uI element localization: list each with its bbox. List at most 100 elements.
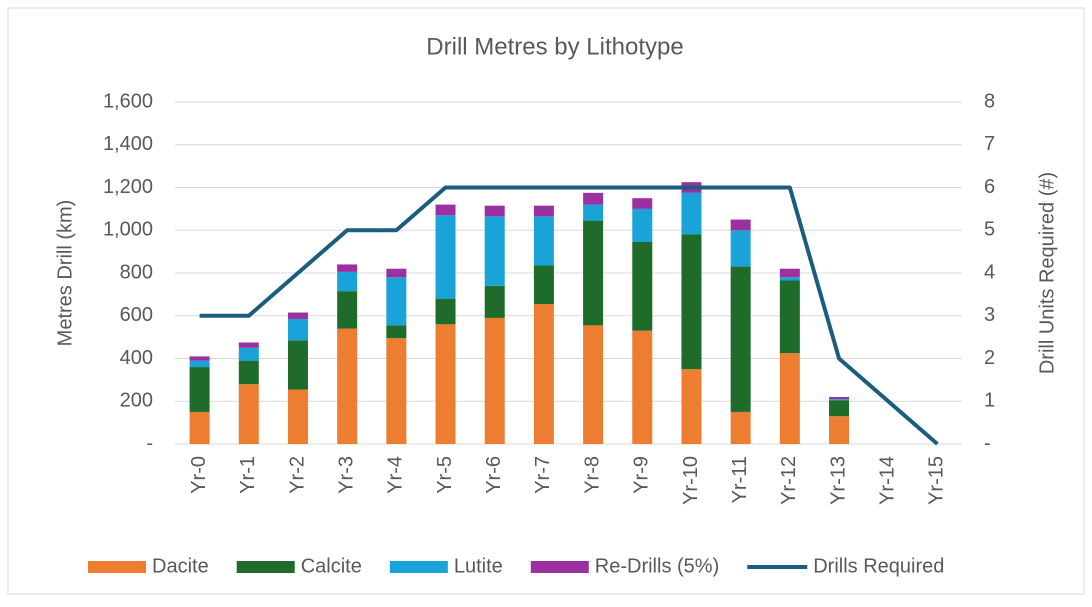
bar-segment <box>533 205 554 217</box>
bar-segment <box>484 205 505 217</box>
y2-axis-label: Drill Units Required (#) <box>1036 172 1058 374</box>
bar-segment <box>484 285 505 318</box>
x-tick-label: Yr-12 <box>778 456 800 505</box>
bar-segment <box>730 266 751 412</box>
y2-tick-label: 5 <box>984 219 995 241</box>
bar-segment <box>435 204 456 216</box>
bar-segment <box>287 340 308 390</box>
x-tick-label: Yr-2 <box>286 456 308 494</box>
legend-label: Lutite <box>454 555 503 577</box>
legend-label: Drills Required <box>813 555 944 577</box>
bar-segment <box>287 389 308 444</box>
bar-segment <box>435 215 456 299</box>
y-tick-label: - <box>146 432 153 454</box>
legend-swatch <box>389 561 448 573</box>
bar-segment <box>189 367 210 412</box>
bar-segment <box>238 342 259 348</box>
legend-label: Re-Drills (5%) <box>595 555 719 577</box>
bar-segment <box>435 324 456 444</box>
bar-segment <box>583 204 604 221</box>
bar-segment <box>189 356 210 361</box>
x-tick-label: Yr-4 <box>385 456 407 494</box>
bar-segment <box>730 230 751 267</box>
bar-segment <box>386 268 407 278</box>
bar-segment <box>238 347 259 361</box>
bar-segment <box>730 219 751 231</box>
bar-segment <box>681 192 702 235</box>
y-axis-label: Metres Drill (km) <box>54 200 76 347</box>
y2-tick-label: 2 <box>984 347 995 369</box>
bar-segment <box>779 277 800 281</box>
y-tick-label: 200 <box>120 390 153 412</box>
line-series <box>199 185 939 446</box>
y2-tick-label: 8 <box>984 90 995 112</box>
bar-segment <box>287 318 308 341</box>
y-tick-label: 400 <box>120 347 153 369</box>
bar-segment <box>829 400 850 417</box>
y-tick-label: 1,000 <box>103 219 153 241</box>
bar-segment <box>386 325 407 339</box>
bar-segment <box>533 265 554 304</box>
bar-segment <box>583 325 604 444</box>
bar-segment <box>337 328 358 444</box>
bar-segment <box>632 198 653 209</box>
bar-segment <box>533 303 554 444</box>
bar-segment <box>829 396 850 400</box>
legend-swatch <box>530 561 589 573</box>
x-tick-label: Yr-14 <box>877 456 899 505</box>
bar-segment <box>583 220 604 326</box>
bar-segment <box>337 264 358 272</box>
y2-tick-label: 4 <box>984 261 995 283</box>
legend-label: Dacite <box>152 555 209 577</box>
bar-segment <box>730 411 751 444</box>
y2-tick-label: 7 <box>984 133 995 155</box>
bar-segment <box>189 360 210 368</box>
x-tick-label: Yr-11 <box>729 456 751 503</box>
y-tick-label: 600 <box>120 304 153 326</box>
bar-segment <box>238 384 259 444</box>
bar-segment <box>779 353 800 444</box>
legend-swatch <box>88 561 146 573</box>
y2-tick-label: - <box>984 432 991 454</box>
x-tick-label: Yr-7 <box>532 456 554 494</box>
legend-swatch <box>236 561 295 573</box>
y-tick-label: 1,200 <box>103 176 153 198</box>
x-tick-label: Yr-3 <box>335 456 357 494</box>
chart-title: Drill Metres by Lithotype <box>426 33 683 60</box>
x-tick-label: Yr-15 <box>926 456 948 505</box>
bar-segment <box>829 416 850 444</box>
bar-segment <box>681 369 702 444</box>
bar-segment <box>533 216 554 266</box>
bar-segment <box>484 317 505 444</box>
x-tick-label: Yr-0 <box>188 456 210 494</box>
bar-segment <box>287 312 308 319</box>
x-tick-label: Yr-1 <box>237 456 259 494</box>
bar-segment <box>829 399 850 401</box>
bar-segment <box>484 216 505 286</box>
bar-segment <box>337 271 358 292</box>
bar-segment <box>632 330 653 444</box>
y2-tick-label: 1 <box>984 390 995 412</box>
legend-label: Calcite <box>301 555 362 577</box>
bar-segment <box>386 338 407 444</box>
bar-segment <box>337 291 358 329</box>
x-tick-label: Yr-10 <box>680 456 702 505</box>
x-tick-label: Yr-13 <box>827 456 849 505</box>
x-tick-label: Yr-8 <box>581 456 603 494</box>
y-tick-label: 1,400 <box>103 133 153 155</box>
bar-segment <box>386 277 407 326</box>
bar-segment <box>632 208 653 243</box>
x-tick-label: Yr-5 <box>434 456 456 494</box>
bar-segment <box>435 298 456 325</box>
bar-segment <box>238 360 259 385</box>
x-tick-label: Yr-9 <box>631 456 653 494</box>
bar-segment <box>681 234 702 370</box>
bar-segment <box>632 242 653 331</box>
bar-segment <box>583 192 604 205</box>
bar-segment <box>779 268 800 278</box>
y-tick-label: 1,600 <box>103 90 153 112</box>
y2-tick-label: 3 <box>984 304 995 326</box>
bar-segment <box>779 280 800 354</box>
x-tick-label: Yr-6 <box>483 456 505 494</box>
